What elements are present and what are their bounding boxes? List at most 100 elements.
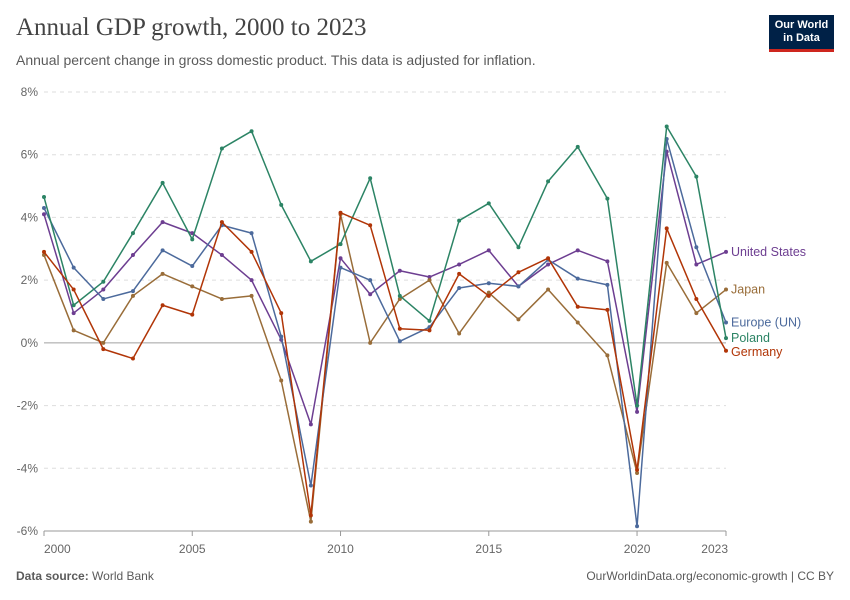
- data-point-germany-2016: [516, 270, 521, 275]
- data-point-united-states-2013: [427, 275, 432, 280]
- data-point-united-states-2020: [635, 409, 640, 414]
- data-point-japan-2012: [397, 296, 402, 301]
- label-layer: United States Japan Europe (UN) PolandGerma…: [731, 245, 806, 359]
- y-tick-label-1: 6%: [21, 148, 39, 162]
- data-point-europe-un-2019: [605, 282, 610, 287]
- data-point-poland-2010: [338, 242, 343, 247]
- x-tick-label-3: 2015: [475, 542, 502, 556]
- data-point-japan-2008: [279, 378, 284, 383]
- data-point-poland-2006: [219, 146, 224, 151]
- data-point-europe-un-2005: [190, 264, 195, 269]
- data-point-germany-2009: [308, 513, 313, 518]
- data-point-united-states-2018: [575, 248, 580, 253]
- y-tick-label-3: 2%: [21, 273, 39, 287]
- x-tick-label-1: 2005: [179, 542, 206, 556]
- data-point-germany-2008: [279, 311, 284, 316]
- data-point-europe-un-2003: [130, 289, 135, 294]
- data-point-europe-un-2014: [457, 285, 462, 290]
- data-point-poland-2011: [368, 176, 373, 181]
- data-point-japan-2022: [694, 311, 699, 316]
- data-point-poland-2015: [486, 201, 491, 206]
- data-point-germany-2015: [486, 293, 491, 298]
- data-point-poland-2017: [546, 179, 551, 184]
- x-tick-label-2: 2010: [327, 542, 354, 556]
- data-point-poland-2009: [308, 259, 313, 264]
- series-germany: [42, 210, 728, 518]
- data-point-germany-2018: [575, 304, 580, 309]
- data-point-germany-2010: [338, 210, 343, 215]
- data-point-poland-2016: [516, 245, 521, 250]
- data-point-germany-2012: [397, 326, 402, 331]
- data-point-germany-2002: [101, 347, 106, 352]
- data-point-europe-un-2007: [249, 231, 254, 236]
- data-point-japan-2019: [605, 353, 610, 358]
- data-point-europe-un-2018: [575, 276, 580, 281]
- data-point-united-states-2019: [605, 259, 610, 264]
- series-label-europe-un: Europe (UN): [731, 315, 801, 329]
- data-point-united-states-2015: [486, 248, 491, 253]
- data-point-japan-2006: [219, 296, 224, 301]
- data-point-poland-2020: [635, 403, 640, 408]
- data-point-europe-un-2022: [694, 245, 699, 250]
- owid-logo[interactable]: Our World in Data: [769, 15, 834, 52]
- data-point-poland-2003: [130, 231, 135, 236]
- data-point-japan-2015: [486, 290, 491, 295]
- data-point-europe-un-2004: [160, 248, 165, 253]
- data-point-united-states-2000: [42, 212, 46, 217]
- data-point-poland-2013: [427, 318, 432, 323]
- data-point-germany-2005: [190, 312, 195, 317]
- data-point-germany-2007: [249, 249, 254, 254]
- data-point-germany-2020: [635, 467, 640, 472]
- data-source: Data source: World Bank: [16, 569, 154, 583]
- y-tick-label-5: -2%: [17, 399, 39, 413]
- chart-title: Annual GDP growth, 2000 to 2023: [16, 14, 367, 41]
- chart-subtitle: Annual percent change in gross domestic …: [16, 52, 536, 68]
- data-point-japan-2021: [664, 260, 669, 265]
- data-point-germany-2000: [42, 249, 46, 254]
- data-point-japan-2023: [724, 287, 728, 292]
- series-label-poland: Poland: [731, 331, 770, 345]
- series-layer: [42, 124, 728, 529]
- data-point-japan-2013: [427, 278, 432, 283]
- data-point-europe-un-2015: [486, 281, 491, 286]
- data-point-europe-un-2012: [397, 339, 402, 344]
- data-point-united-states-2003: [130, 253, 135, 258]
- x-tick-label-4: 2020: [624, 542, 651, 556]
- data-point-europe-un-2000: [42, 206, 46, 211]
- logo-line-2: in Data: [783, 32, 820, 44]
- data-point-europe-un-2002: [101, 296, 106, 301]
- data-point-poland-2005: [190, 237, 195, 242]
- data-point-germany-2014: [457, 271, 462, 276]
- data-point-japan-2011: [368, 340, 373, 345]
- data-point-poland-2012: [397, 293, 402, 298]
- data-point-united-states-2002: [101, 287, 106, 292]
- data-point-united-states-2009: [308, 422, 313, 427]
- data-point-japan-2001: [71, 328, 76, 333]
- series-united-states: [42, 149, 728, 427]
- data-point-poland-2000: [42, 195, 46, 200]
- data-point-united-states-2012: [397, 268, 402, 273]
- data-point-united-states-2022: [694, 262, 699, 267]
- footer-credit[interactable]: OurWorldinData.org/economic-growth | CC …: [586, 569, 834, 583]
- data-point-japan-2009: [308, 519, 313, 524]
- data-point-germany-2001: [71, 287, 76, 292]
- data-point-japan-2014: [457, 331, 462, 336]
- data-point-united-states-2014: [457, 262, 462, 267]
- data-point-germany-2013: [427, 328, 432, 333]
- series-line-europe-un: [43, 138, 727, 528]
- data-point-germany-2019: [605, 307, 610, 312]
- data-point-poland-2001: [71, 303, 76, 308]
- data-point-united-states-2001: [71, 311, 76, 316]
- data-point-germany-2006: [219, 220, 224, 225]
- data-point-japan-2020: [635, 470, 640, 475]
- data-point-japan-2018: [575, 320, 580, 325]
- y-tick-label-0: 8%: [21, 85, 39, 99]
- series-label-united-states: United States: [731, 245, 806, 259]
- data-point-germany-2003: [130, 356, 135, 361]
- data-point-germany-2004: [160, 303, 165, 308]
- data-point-united-states-2023: [724, 249, 728, 254]
- data-point-germany-2022: [694, 296, 699, 301]
- y-tick-label-6: -4%: [17, 461, 39, 475]
- series-line-poland: [43, 125, 727, 407]
